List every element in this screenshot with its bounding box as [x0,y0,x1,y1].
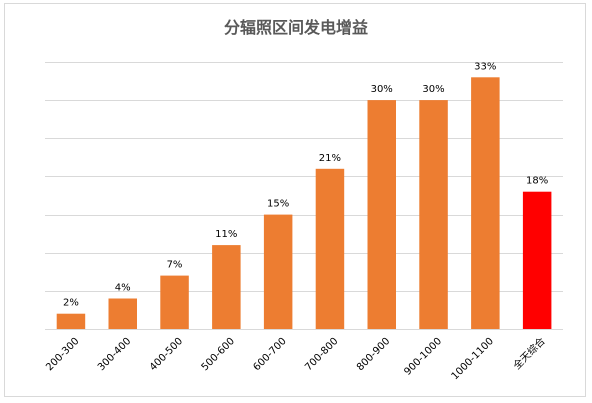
chart-title: 分辐照区间发电增益 [224,18,368,37]
data-label: 2% [63,298,79,309]
data-label: 4% [115,283,131,294]
bar-400-500 [160,275,189,329]
x-tick-label: 200-300 [44,336,81,373]
data-label: 30% [371,84,393,95]
x-tick-label: 600-700 [251,336,288,373]
bar-500-600 [212,245,241,329]
x-tick-label: 400-500 [148,336,185,373]
category-axis-labels: 200-300 300-400 400-500 500-600 600-700 700-8… [44,334,548,382]
x-tick-label: 700-800 [303,336,340,373]
chart-frame: 分辐照区间发电增益 2% 4% 7% 11% 15% 21% 30% 30% 33% 18% 20… [4,3,586,397]
data-label: 15% [267,199,289,210]
x-tick-label: 500-600 [200,336,237,373]
bar-200-300 [56,313,86,329]
bar-chart: 分辐照区间发电增益 2% 4% 7% 11% 15% 21% 30% 30% 33% 18% 20… [44,18,563,382]
x-tick-label: 900-1000 [402,336,444,378]
data-label: 18% [526,176,548,187]
x-tick-label: 全天综合 [510,334,547,371]
data-label: 7% [167,260,183,271]
data-labels: 2% 4% 7% 11% 15% 21% 30% 30% 33% 18% [63,61,548,308]
x-tick-label: 1000-1100 [450,336,496,382]
bar-700-800 [315,168,345,329]
x-tick-label: 300-400 [96,336,133,373]
data-label: 30% [422,84,444,95]
bar-全天综合 [522,191,552,329]
bar-800-900 [367,100,396,329]
gridlines [45,62,563,330]
bar-300-400 [108,298,137,329]
bar-1000-1100 [471,77,500,329]
data-label: 33% [474,61,496,72]
bar-600-700 [263,214,293,329]
data-label: 11% [215,229,237,240]
bar-900-1000 [419,100,448,329]
x-tick-label: 800-900 [355,336,392,373]
data-label: 21% [319,153,341,164]
bars [56,77,552,329]
